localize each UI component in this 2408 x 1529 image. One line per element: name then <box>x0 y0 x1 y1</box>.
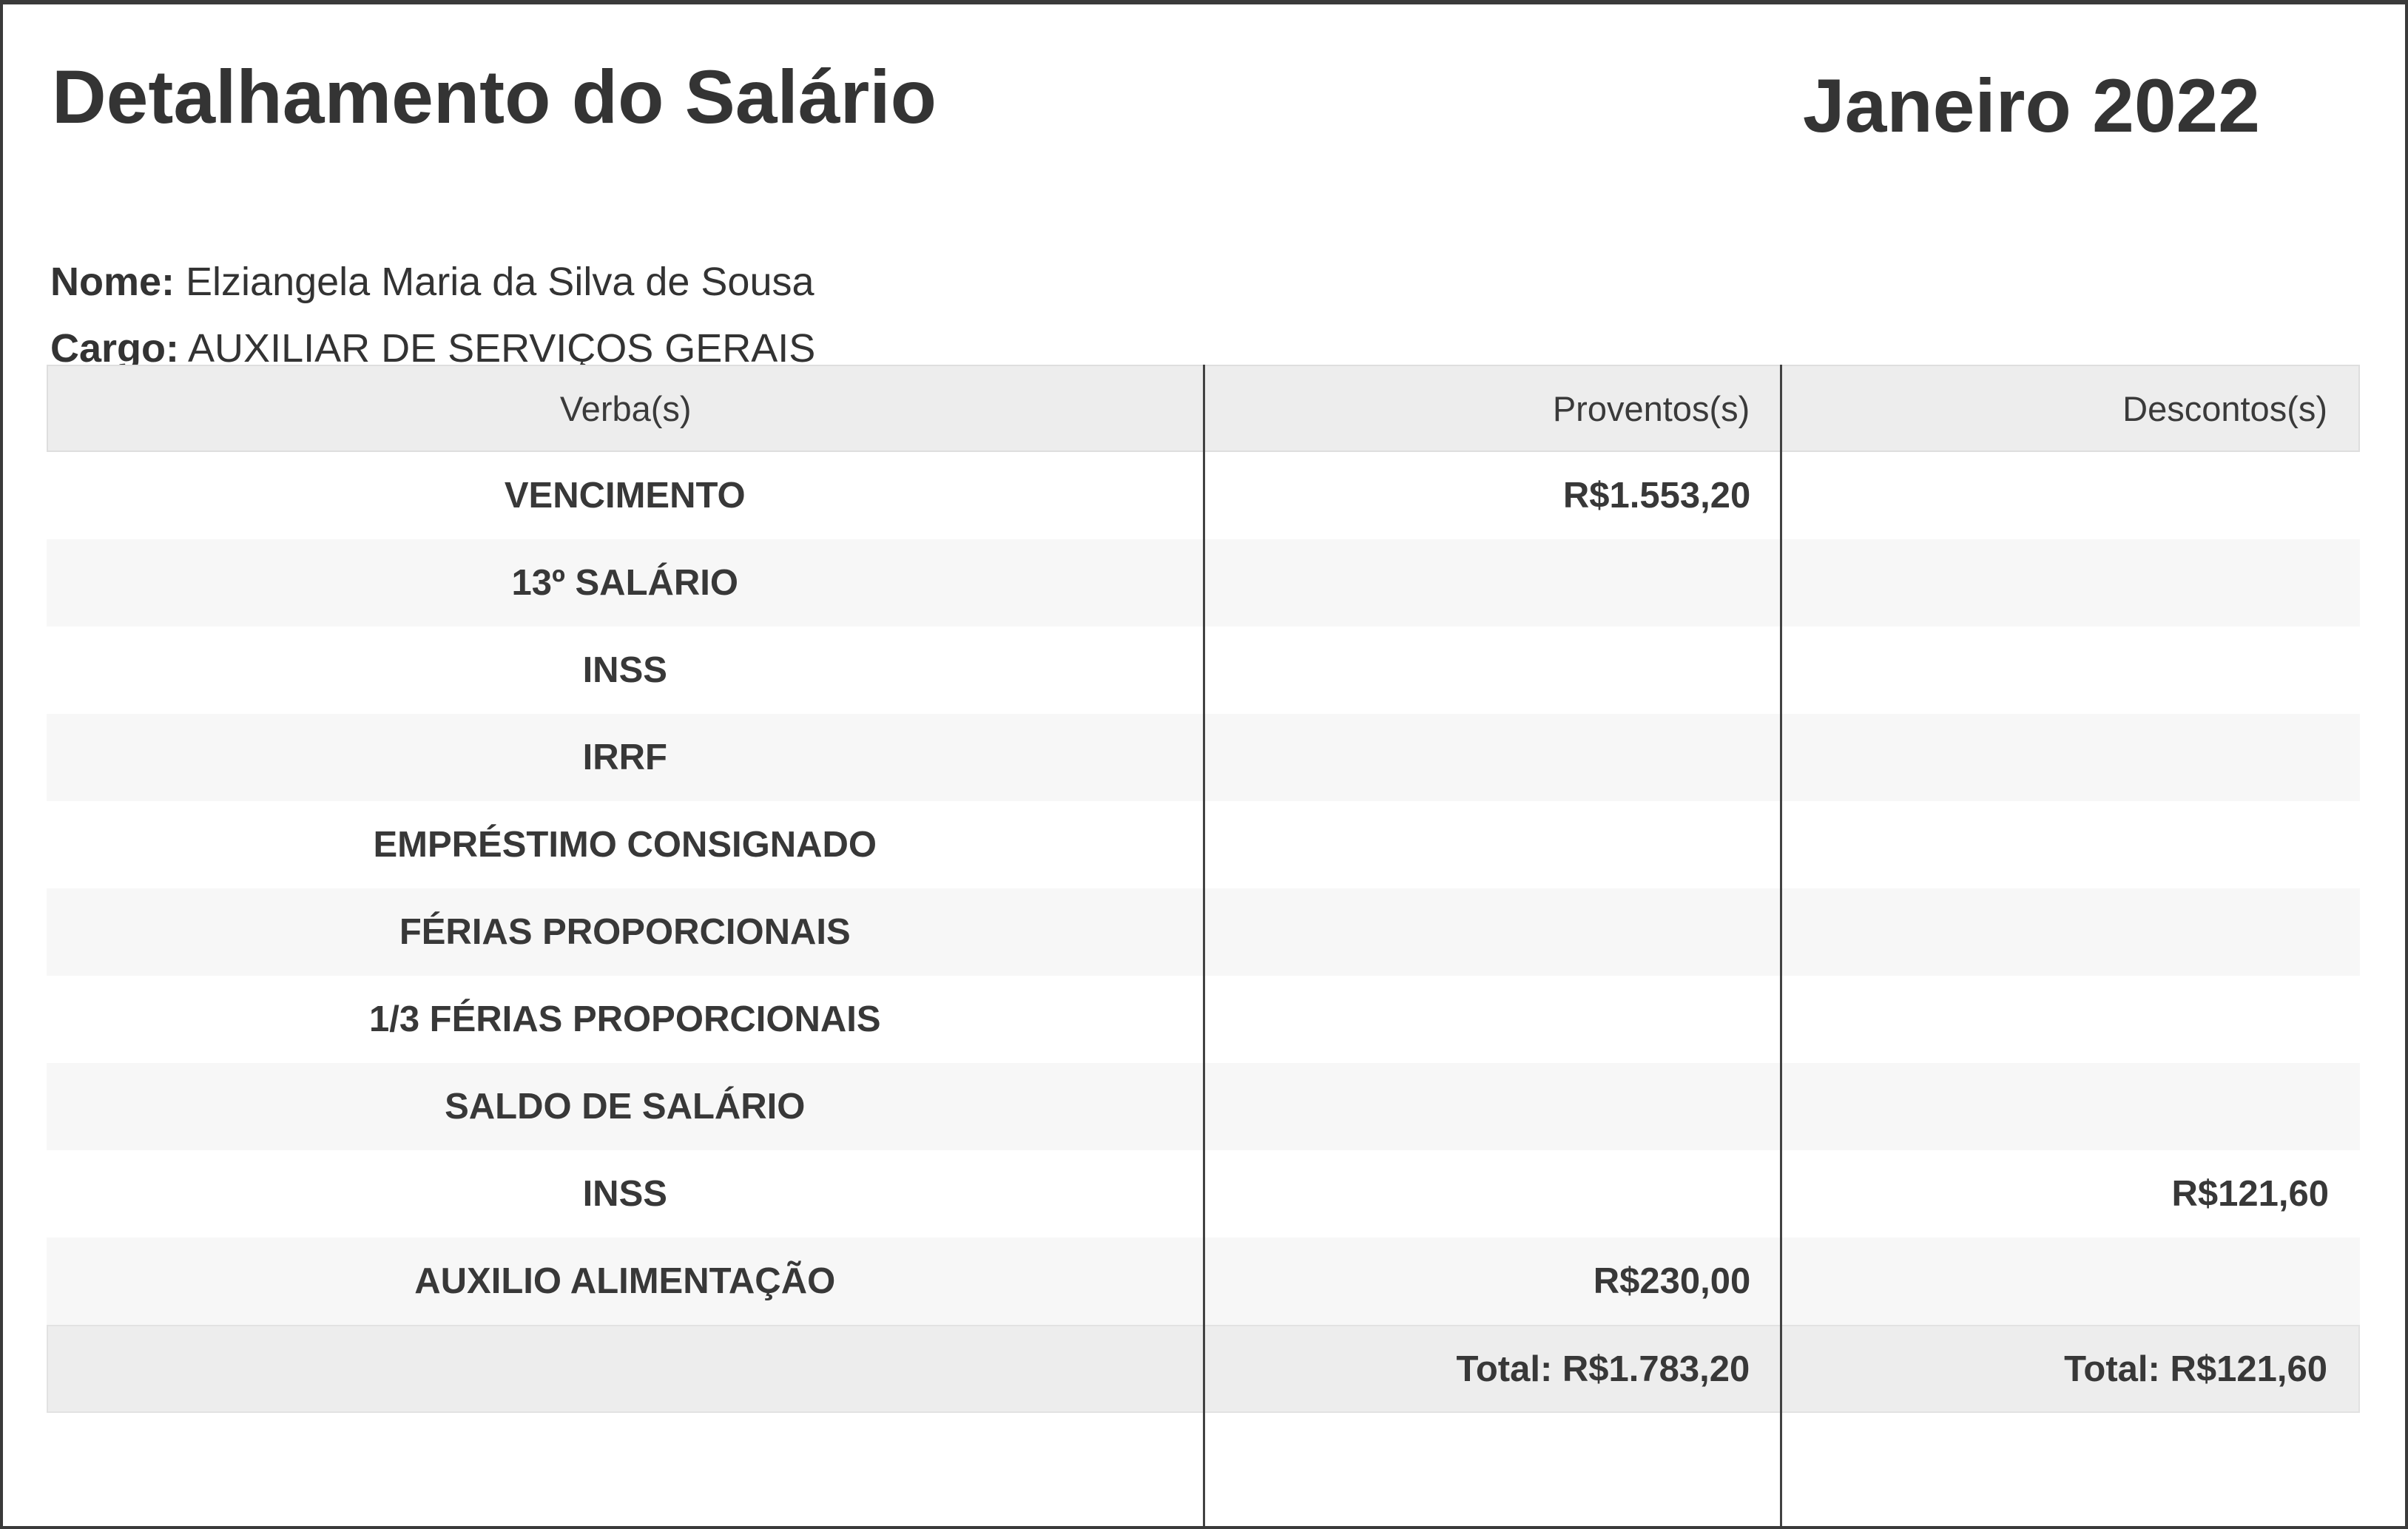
total-verba-empty <box>48 1326 1204 1411</box>
table-row: EMPRÉSTIMO CONSIGNADO <box>47 801 2360 888</box>
cell-descontos <box>1781 1063 2360 1150</box>
cell-descontos <box>1781 714 2360 801</box>
cell-proventos <box>1204 627 1782 714</box>
page-title: Detalhamento do Salário <box>52 55 937 139</box>
cell-proventos <box>1204 1150 1782 1238</box>
employee-role-value: AUXILIAR DE SERVIÇOS GERAIS <box>188 326 816 371</box>
cell-verba: VENCIMENTO <box>504 476 746 516</box>
employee-name-row: Nome: Elziangela Maria da Silva de Sousa <box>50 249 815 315</box>
cell-proventos <box>1204 714 1782 801</box>
cell-proventos <box>1204 888 1782 976</box>
cell-verba: IRRF <box>582 738 667 777</box>
cell-proventos: R$1.553,20 <box>1562 476 1751 516</box>
cell-descontos <box>1781 801 2360 888</box>
cell-descontos <box>1781 976 2360 1063</box>
cell-verba: SALDO DE SALÁRIO <box>445 1087 806 1127</box>
cell-verba: AUXILIO ALIMENTAÇÃO <box>414 1261 836 1301</box>
column-header-proventos: Proventos(s) <box>1552 388 1750 428</box>
period-label: Janeiro 2022 <box>1802 64 2260 148</box>
cell-descontos: R$121,60 <box>2171 1174 2329 1214</box>
cell-verba: EMPRÉSTIMO CONSIGNADO <box>373 825 877 865</box>
employee-role-label: Cargo: <box>50 326 179 371</box>
column-divider-1 <box>1203 365 1205 1526</box>
total-proventos: Total: R$1.783,20 <box>1456 1349 1750 1389</box>
column-divider-2 <box>1780 365 1782 1526</box>
cell-verba: INSS <box>582 1174 667 1214</box>
cell-verba: INSS <box>582 650 667 690</box>
table-row: 1/3 FÉRIAS PROPORCIONAIS <box>47 976 2360 1063</box>
salary-table: Verba(s) Proventos(s) Descontos(s) VENCI… <box>47 365 2360 1526</box>
table-row: VENCIMENTO R$1.553,20 <box>47 452 2360 539</box>
employee-name-value: Elziangela Maria da Silva de Sousa <box>186 260 815 304</box>
employee-info: Nome: Elziangela Maria da Silva de Sousa… <box>50 249 815 382</box>
cell-proventos <box>1204 539 1782 627</box>
cell-proventos <box>1204 976 1782 1063</box>
cell-descontos <box>1781 1238 2360 1325</box>
total-descontos: Total: R$121,60 <box>2064 1349 2327 1389</box>
cell-verba: 13º SALÁRIO <box>511 563 738 603</box>
cell-proventos <box>1204 1063 1782 1150</box>
cell-proventos: R$230,00 <box>1593 1261 1751 1301</box>
column-header-verba: Verba(s) <box>559 388 692 428</box>
cell-verba: FÉRIAS PROPORCIONAIS <box>399 912 851 952</box>
employee-name-label: Nome: <box>50 260 175 304</box>
employee-role-row: Cargo: AUXILIAR DE SERVIÇOS GERAIS <box>50 315 815 382</box>
cell-descontos <box>1781 627 2360 714</box>
table-row: INSS <box>47 627 2360 714</box>
cell-proventos <box>1204 801 1782 888</box>
table-row: INSS R$121,60 <box>47 1150 2360 1238</box>
cell-descontos <box>1781 888 2360 976</box>
column-header-descontos: Descontos(s) <box>2122 388 2327 428</box>
cell-descontos <box>1781 452 2360 539</box>
cell-verba: 1/3 FÉRIAS PROPORCIONAIS <box>368 999 881 1039</box>
cell-descontos <box>1781 539 2360 627</box>
